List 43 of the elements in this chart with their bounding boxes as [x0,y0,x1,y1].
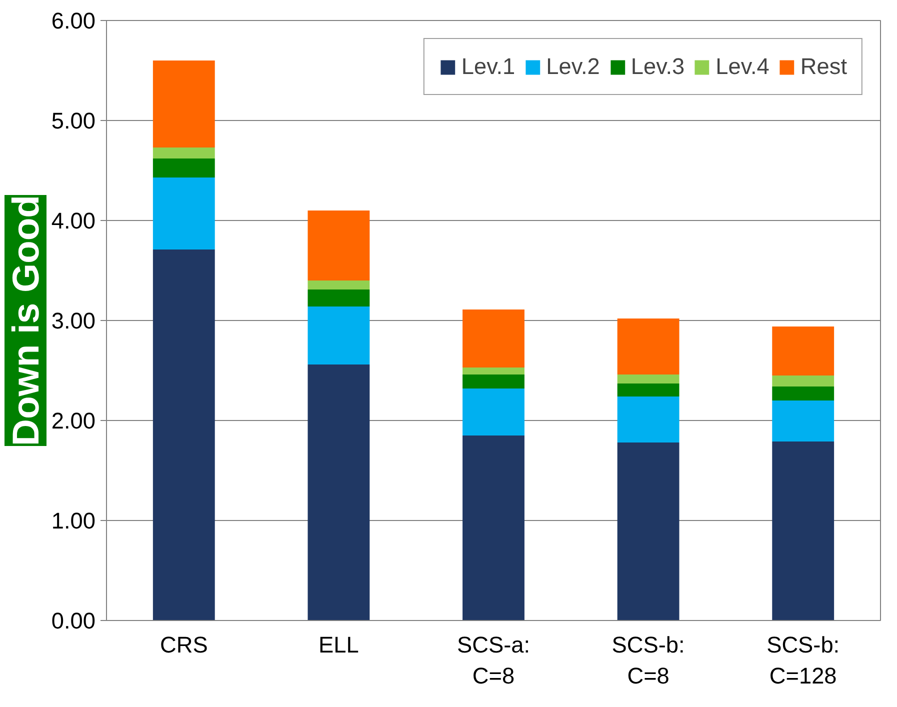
bar [462,436,524,620]
bar [617,384,680,396]
y-tick-label: 3.00 [51,308,96,334]
bar [308,280,370,290]
legend-label: Lev.3 [630,53,685,80]
bar [308,290,370,306]
bar [617,374,680,384]
bar [152,178,215,250]
y-tick-label: 6.00 [51,8,96,34]
y-tick-label: 2.00 [51,408,96,434]
bar [772,400,834,442]
bar [462,310,524,368]
y-tick-label: 1.00 [51,508,96,534]
x-tick-label: SCS-b: C=8 [612,632,685,689]
bar [772,326,834,376]
bar [152,250,215,620]
x-tick-label: SCS-b: C=128 [766,632,840,689]
bar [772,442,834,620]
x-tick-label: ELL [318,632,359,658]
y-tick-label: 4.00 [51,208,96,234]
bar [462,374,524,388]
bar [152,60,215,148]
bar [617,442,680,620]
bar [308,306,370,364]
bar [462,388,524,436]
legend-label: Rest [800,53,847,80]
y-tick-label: 0.00 [51,608,96,634]
legend-label: Lev.4 [716,53,770,80]
legend-label: Lev.2 [546,53,600,80]
bar [617,396,680,442]
legend-label: Lev.1 [461,53,516,80]
text: Down is Good [4,195,46,446]
bar [152,158,215,178]
bar [772,376,834,386]
bar [152,148,215,158]
x-tick-label: CRS [160,632,208,658]
bar [772,386,834,400]
bar [617,318,680,374]
y-tick-label: 5.00 [51,108,96,134]
x-tick-label: SCS-a: C=8 [456,632,530,689]
bar [308,210,370,280]
bar [462,368,524,374]
bar [308,364,370,620]
